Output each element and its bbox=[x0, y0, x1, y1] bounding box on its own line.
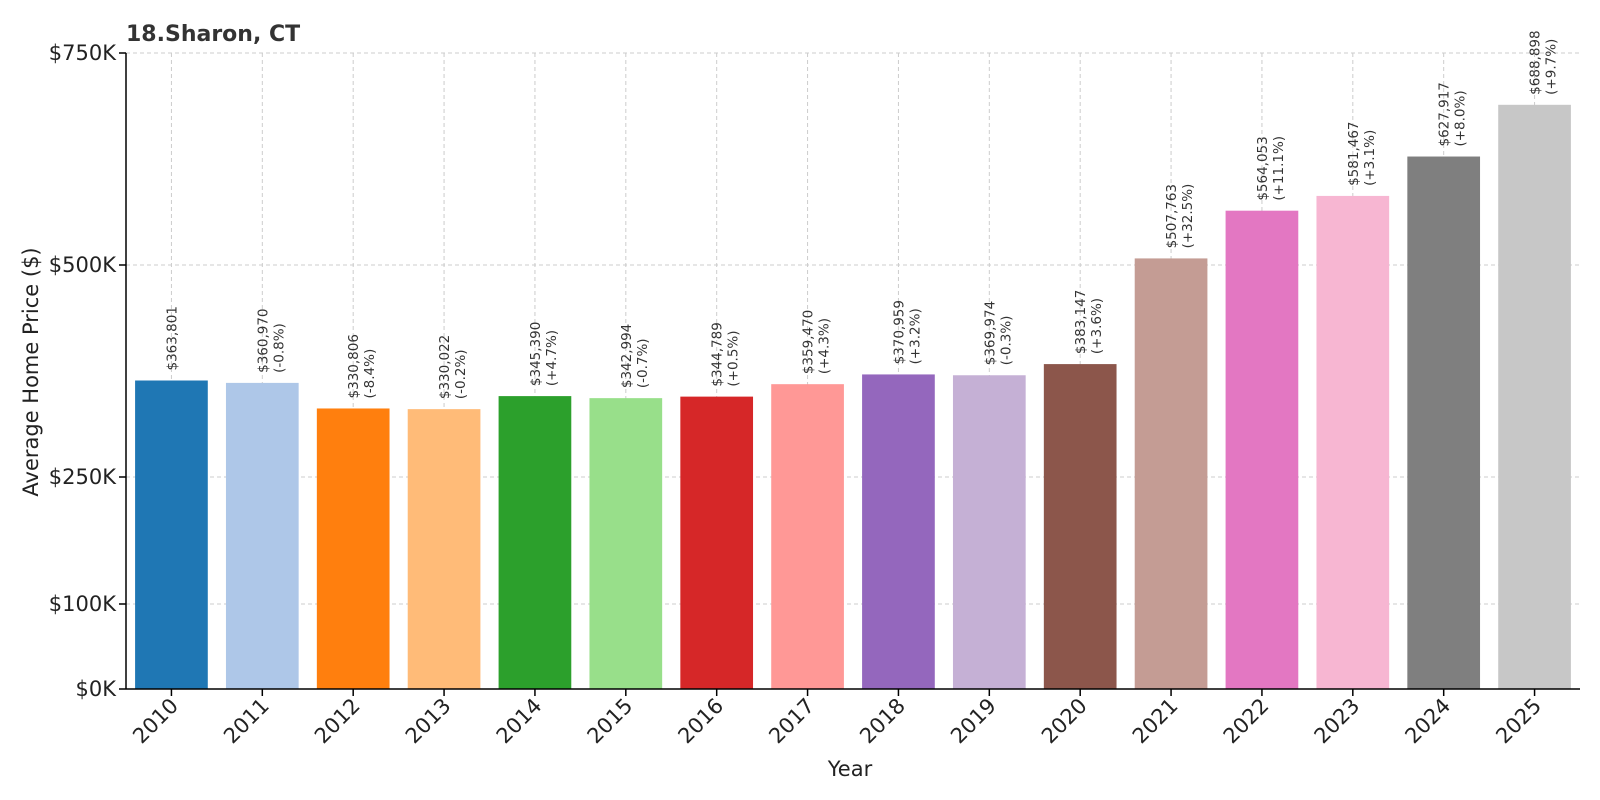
x-tick-label: 2024 bbox=[1400, 694, 1455, 749]
bar-change-label: (+0.5%) bbox=[726, 330, 742, 386]
bar-value-label: $345,390(+4.7%) bbox=[528, 322, 560, 386]
y-tick-label: $500K bbox=[49, 253, 117, 277]
bar-2011 bbox=[225, 382, 299, 689]
bar-change-label: (-0.3%) bbox=[998, 316, 1014, 366]
bar-change-label: (+4.3%) bbox=[817, 318, 833, 374]
bar-value-label: $330,806(-8.4%) bbox=[346, 334, 378, 398]
bar-2015 bbox=[589, 398, 663, 689]
x-tick-label: 2023 bbox=[1310, 694, 1365, 749]
bar-price-label: $688,898 bbox=[1528, 30, 1544, 94]
bar-change-label: (+3.1%) bbox=[1362, 130, 1378, 186]
bar-price-label: $360,970 bbox=[255, 308, 271, 372]
bar-change-label: (+8.0%) bbox=[1453, 90, 1469, 146]
axes bbox=[125, 53, 1580, 690]
bar-value-label: $564,053(+11.1%) bbox=[1255, 136, 1287, 201]
x-tick-label: 2025 bbox=[1491, 694, 1546, 749]
x-tick-label: 2011 bbox=[219, 694, 274, 749]
bar-price-label: $330,806 bbox=[346, 334, 362, 398]
bar-2018 bbox=[862, 374, 935, 689]
bar-2019 bbox=[952, 375, 1026, 689]
bar-value-label: $370,959(+3.2%) bbox=[891, 300, 923, 364]
bar-change-label: (-0.7%) bbox=[635, 338, 651, 388]
bar-value-label: $344,789(+0.5%) bbox=[710, 322, 742, 386]
bar-2016 bbox=[680, 396, 754, 689]
bar-2025 bbox=[1498, 104, 1571, 689]
x-tick-label: 2012 bbox=[310, 694, 365, 749]
bar-value-label: $581,467(+3.1%) bbox=[1346, 121, 1378, 185]
bar-2020 bbox=[1043, 364, 1117, 689]
bar-2013 bbox=[407, 409, 481, 689]
x-axis-ticks: 2010 2011 2012 2013 2014 2015 2016 2017 2018 2019… bbox=[128, 689, 1546, 748]
bar-value-label: $360,970(-0.8%) bbox=[255, 308, 287, 372]
bar-price-label: $330,022 bbox=[437, 335, 453, 399]
bar-price-label: $359,470 bbox=[801, 310, 817, 374]
bar-price-label: $627,917 bbox=[1437, 82, 1453, 146]
y-axis-ticks: $0K $100K $250K $500K $750K bbox=[49, 41, 126, 701]
x-tick-label: 2010 bbox=[128, 694, 183, 749]
bar-price-label: $370,959 bbox=[891, 300, 907, 364]
bars bbox=[135, 104, 1571, 690]
bar-price-label: $507,763 bbox=[1164, 184, 1180, 248]
bar-value-label: $369,974(-0.3%) bbox=[982, 301, 1014, 365]
x-tick-label: 2022 bbox=[1219, 694, 1274, 749]
bar-price-label: $345,390 bbox=[528, 322, 544, 386]
bar-change-label: (-0.8%) bbox=[271, 323, 287, 373]
bar-value-label: $627,917(+8.0%) bbox=[1437, 82, 1469, 146]
bar-price-label: $363,801 bbox=[164, 306, 180, 370]
bar-value-label: $359,470(+4.3%) bbox=[801, 310, 833, 374]
x-tick-label: 2020 bbox=[1037, 694, 1092, 749]
bar-change-label: (+3.2%) bbox=[907, 308, 923, 364]
chart-title: 18.Sharon, CT bbox=[126, 22, 300, 47]
bar-change-label: (+3.6%) bbox=[1089, 298, 1105, 354]
bar-2022 bbox=[1225, 210, 1299, 690]
bar-change-label: (+11.1%) bbox=[1271, 136, 1287, 201]
bar-value-label: $342,994(-0.7%) bbox=[619, 324, 651, 388]
x-axis-label: Year bbox=[827, 757, 873, 781]
bar-2017 bbox=[771, 384, 844, 689]
bar-value-label: $383,147(+3.6%) bbox=[1073, 290, 1105, 354]
bar-2023 bbox=[1316, 195, 1390, 689]
x-tick-label: 2018 bbox=[855, 694, 910, 749]
x-tick-label: 2014 bbox=[492, 694, 547, 749]
x-tick-label: 2016 bbox=[673, 694, 728, 749]
bar-change-label: (+4.7%) bbox=[544, 330, 560, 386]
bar-value-label: $688,898(+9.7%) bbox=[1528, 30, 1560, 94]
bar-change-label: (-0.2%) bbox=[453, 349, 469, 399]
y-tick-label: $100K bbox=[49, 592, 117, 616]
bar-2021 bbox=[1134, 258, 1208, 689]
bar-price-label: $344,789 bbox=[710, 322, 726, 386]
bar-2010 bbox=[135, 380, 208, 689]
y-tick-label: $0K bbox=[76, 677, 118, 701]
bar-change-label: (-8.4%) bbox=[362, 349, 378, 399]
bar-price-label: $581,467 bbox=[1346, 121, 1362, 185]
bar-2024 bbox=[1407, 156, 1481, 690]
x-tick-label: 2021 bbox=[1128, 694, 1183, 749]
bar-2012 bbox=[316, 408, 390, 689]
y-tick-label: $250K bbox=[49, 465, 117, 489]
x-tick-label: 2019 bbox=[946, 694, 1001, 749]
bar-value-label: $507,763(+32.5%) bbox=[1164, 184, 1196, 249]
bar-value-label: $330,022(-0.2%) bbox=[437, 335, 469, 399]
bar-price-label: $369,974 bbox=[982, 301, 998, 365]
x-tick-label: 2015 bbox=[583, 694, 638, 749]
y-axis-label: Average Home Price ($) bbox=[19, 247, 43, 496]
x-tick-label: 2013 bbox=[401, 694, 456, 749]
bar-value-label: $363,801 bbox=[164, 306, 180, 370]
bar-value-labels: $363,801 $360,970(-0.8%) $330,806(-8.4%) $3… bbox=[164, 30, 1559, 399]
bar-change-label: (+9.7%) bbox=[1544, 39, 1560, 95]
bar-2014 bbox=[498, 396, 572, 689]
x-tick-label: 2017 bbox=[764, 694, 819, 749]
bar-price-label: $383,147 bbox=[1073, 290, 1089, 354]
y-tick-label: $750K bbox=[49, 41, 117, 65]
bar-change-label: (+32.5%) bbox=[1180, 184, 1196, 249]
bar-price-label: $342,994 bbox=[619, 324, 635, 388]
bar-price-label: $564,053 bbox=[1255, 136, 1271, 200]
